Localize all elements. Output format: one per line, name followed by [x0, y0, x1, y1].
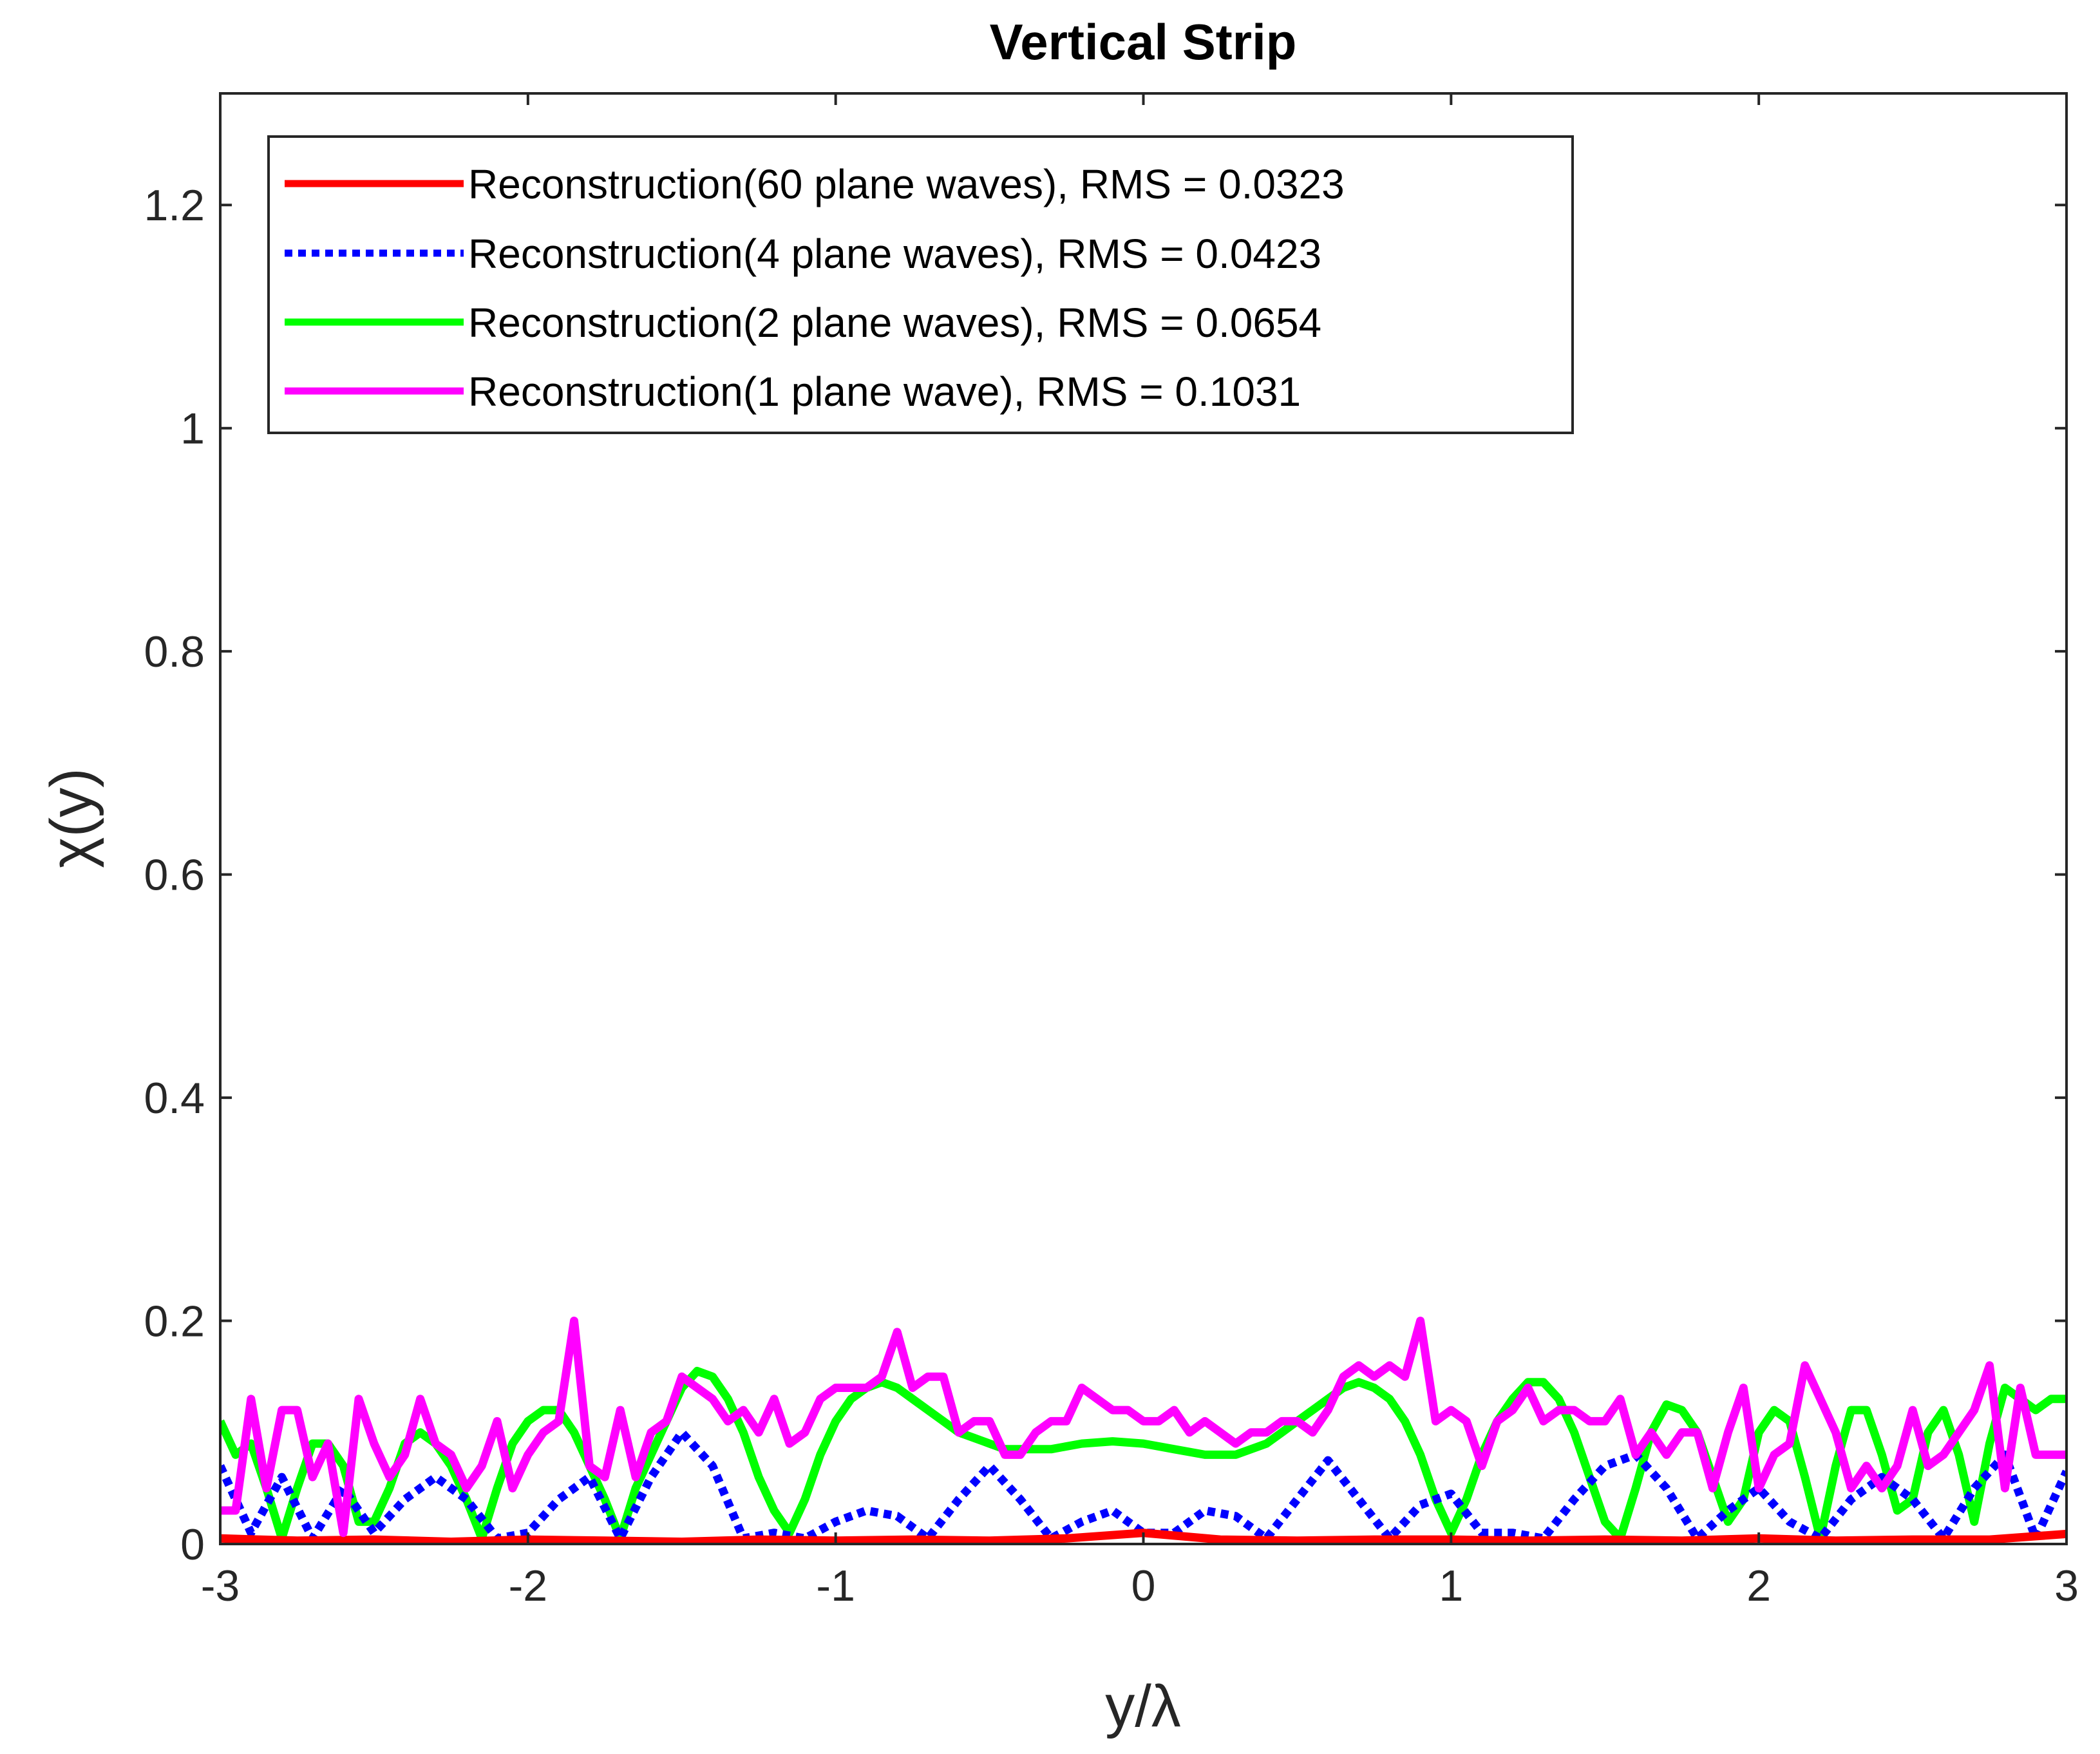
legend-box: [267, 135, 1574, 434]
x-tick-label: 1: [1439, 1561, 1463, 1610]
series-1-plane-wave: [220, 1317, 2067, 1538]
x-tick-label: 2: [1746, 1561, 1771, 1610]
x-tick-label: -1: [816, 1561, 855, 1610]
legend-label-60-waves: Reconstruction(60 plane waves), RMS = 0.…: [468, 161, 1345, 207]
x-tick-label: -3: [201, 1561, 240, 1610]
y-tick-label: 0: [180, 1520, 205, 1569]
x-axis-label: y/λ: [1105, 1673, 1181, 1739]
x-tick-label: 0: [1131, 1561, 1156, 1610]
legend-label-1-wave: Reconstruction(1 plane wave), RMS = 0.10…: [468, 368, 1301, 415]
chart-title: Vertical Strip: [990, 14, 1297, 70]
y-tick-label: 0.6: [144, 851, 205, 900]
y-axis-label: χ(y): [39, 768, 104, 868]
legend-label-2-waves: Reconstruction(2 plane waves), RMS = 0.0…: [468, 300, 1321, 346]
y-tick-label: 0.4: [144, 1074, 205, 1123]
ticks-layer: -3 -2 -1 0 1 2 3 0 0.2 0.4 0.6 0.8 1 1.2: [144, 93, 2079, 1610]
y-tick-label: 0.8: [144, 627, 205, 676]
x-tick-label: 3: [2054, 1561, 2079, 1610]
legend-label-4-waves: Reconstruction(4 plane waves), RMS = 0.0…: [468, 231, 1321, 277]
y-tick-label: 1: [180, 405, 205, 453]
y-tick-label: 1.2: [144, 181, 205, 230]
x-tick-label: -2: [509, 1561, 547, 1610]
series-2-plane-waves: [220, 1367, 2067, 1543]
y-tick-label: 0.2: [144, 1297, 205, 1346]
legend: Reconstruction(60 plane waves), RMS = 0.…: [267, 135, 1574, 434]
